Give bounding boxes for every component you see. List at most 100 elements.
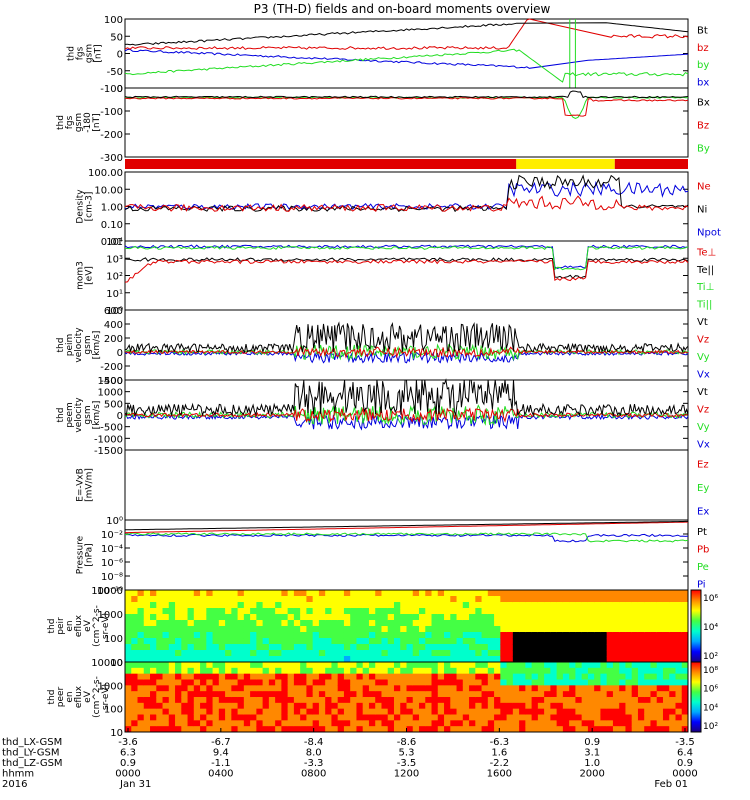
heatmap-cell (212, 662, 220, 669)
heatmap-cell (225, 638, 232, 645)
heatmap-cell (156, 590, 164, 597)
heatmap-cell (131, 702, 139, 710)
heatmap-cell (481, 650, 489, 657)
heatmap-cell (512, 667, 520, 675)
heatmap-cell (387, 602, 395, 609)
heatmap-cell (143, 638, 151, 645)
heatmap-cell (656, 656, 664, 663)
heatmap-cell (137, 679, 145, 686)
heatmap-cell (231, 644, 239, 651)
heatmap-cell (200, 602, 207, 609)
heatmap-cell (500, 620, 508, 627)
heatmap-cell (637, 702, 645, 710)
heatmap-cell (318, 697, 326, 704)
heatmap-cell (156, 691, 164, 698)
heatmap-cell (494, 614, 501, 621)
heatmap-cell (331, 673, 339, 680)
heatmap-cell (337, 638, 345, 645)
heatmap-cell (281, 714, 289, 721)
heatmap-cell (325, 673, 332, 680)
heatmap-cell (225, 620, 232, 627)
heatmap-cell (650, 650, 658, 657)
heatmap-cell (437, 679, 445, 686)
heatmap-cell (581, 614, 589, 621)
heatmap-cell (619, 608, 626, 615)
heatmap-cell (662, 691, 670, 698)
heatmap-cell (362, 596, 370, 603)
heatmap-cell (243, 602, 251, 609)
heatmap-cell (225, 697, 232, 704)
heatmap-cell (625, 614, 633, 621)
heatmap-cell (181, 726, 189, 733)
y-axis-label-line: Density (76, 189, 86, 224)
heatmap-cell (606, 714, 614, 721)
heatmap-cell (231, 726, 239, 733)
heatmap-cell (287, 632, 295, 639)
heatmap-cell (293, 644, 301, 651)
heatmap-cell (450, 620, 458, 627)
heatmap-cell (168, 602, 176, 609)
heatmap-cell (293, 673, 301, 680)
heatmap-cell (212, 708, 220, 715)
heatmap-cell (550, 626, 558, 633)
heatmap-cell (150, 714, 157, 721)
heatmap-cell (531, 679, 539, 686)
x-tick-label: 6.3 (120, 748, 136, 759)
heatmap-cell (200, 596, 207, 603)
x-row-label: thd_LZ-GSM (2, 758, 63, 769)
heatmap-cell (506, 720, 514, 727)
heatmap-cell (512, 602, 520, 609)
colorbar-tick-label: 10² (703, 652, 718, 662)
heatmap-cell (356, 644, 364, 651)
heatmap-cell (419, 691, 426, 698)
heatmap-cell (400, 626, 407, 633)
heatmap-cell (150, 726, 157, 733)
y-axis-label: thdpeemvelocitygsm[km/s] (56, 397, 102, 433)
heatmap-cell (631, 720, 639, 727)
heatmap-cell (612, 714, 620, 721)
heatmap-cell (356, 656, 364, 663)
x-tick-label: Jan 31 (119, 779, 151, 790)
heatmap-cell (581, 596, 589, 603)
heatmap-cell (550, 697, 558, 704)
heatmap-cell (287, 691, 295, 698)
heatmap-cell (594, 697, 601, 704)
heatmap-cell (168, 638, 176, 645)
heatmap-cell (675, 662, 683, 669)
heatmap-cell (456, 691, 464, 698)
heatmap-cell (393, 602, 401, 609)
heatmap-cell (287, 697, 295, 704)
heatmap-cell (281, 662, 289, 669)
heatmap-cell (644, 720, 651, 727)
heatmap-cell (531, 644, 539, 651)
heatmap-cell (612, 602, 620, 609)
heatmap-cell (212, 644, 220, 651)
heatmap-cell (156, 614, 164, 621)
heatmap-cell (550, 726, 558, 733)
y-tick-label: 10⁻⁴ (101, 544, 123, 555)
heatmap-cell (287, 720, 295, 727)
heatmap-cell (512, 638, 520, 645)
heatmap-cell (406, 708, 414, 715)
heatmap-cell (331, 632, 339, 639)
y-axis-label-line: (cm^2-s- (92, 605, 102, 647)
heatmap-cell (131, 662, 139, 669)
heatmap-cell (419, 596, 426, 603)
heatmap-cell (600, 673, 608, 680)
heatmap-cell (312, 685, 320, 692)
heatmap-cell (337, 626, 345, 633)
heatmap-cell (412, 602, 420, 609)
heatmap-cell (525, 679, 533, 686)
heatmap-cell (193, 656, 201, 663)
heatmap-cell (562, 590, 570, 597)
heatmap-cell (644, 596, 651, 603)
heatmap-cell (562, 720, 570, 727)
heatmap-cell (200, 590, 207, 597)
heatmap-cell (637, 650, 645, 657)
heatmap-cell (431, 679, 439, 686)
heatmap-cell (544, 620, 551, 627)
x-tick-label: 2000 (579, 769, 604, 780)
y-axis-label: mom3[eV] (76, 261, 95, 290)
heatmap-cell (362, 608, 370, 615)
heatmap-cell (600, 702, 608, 710)
